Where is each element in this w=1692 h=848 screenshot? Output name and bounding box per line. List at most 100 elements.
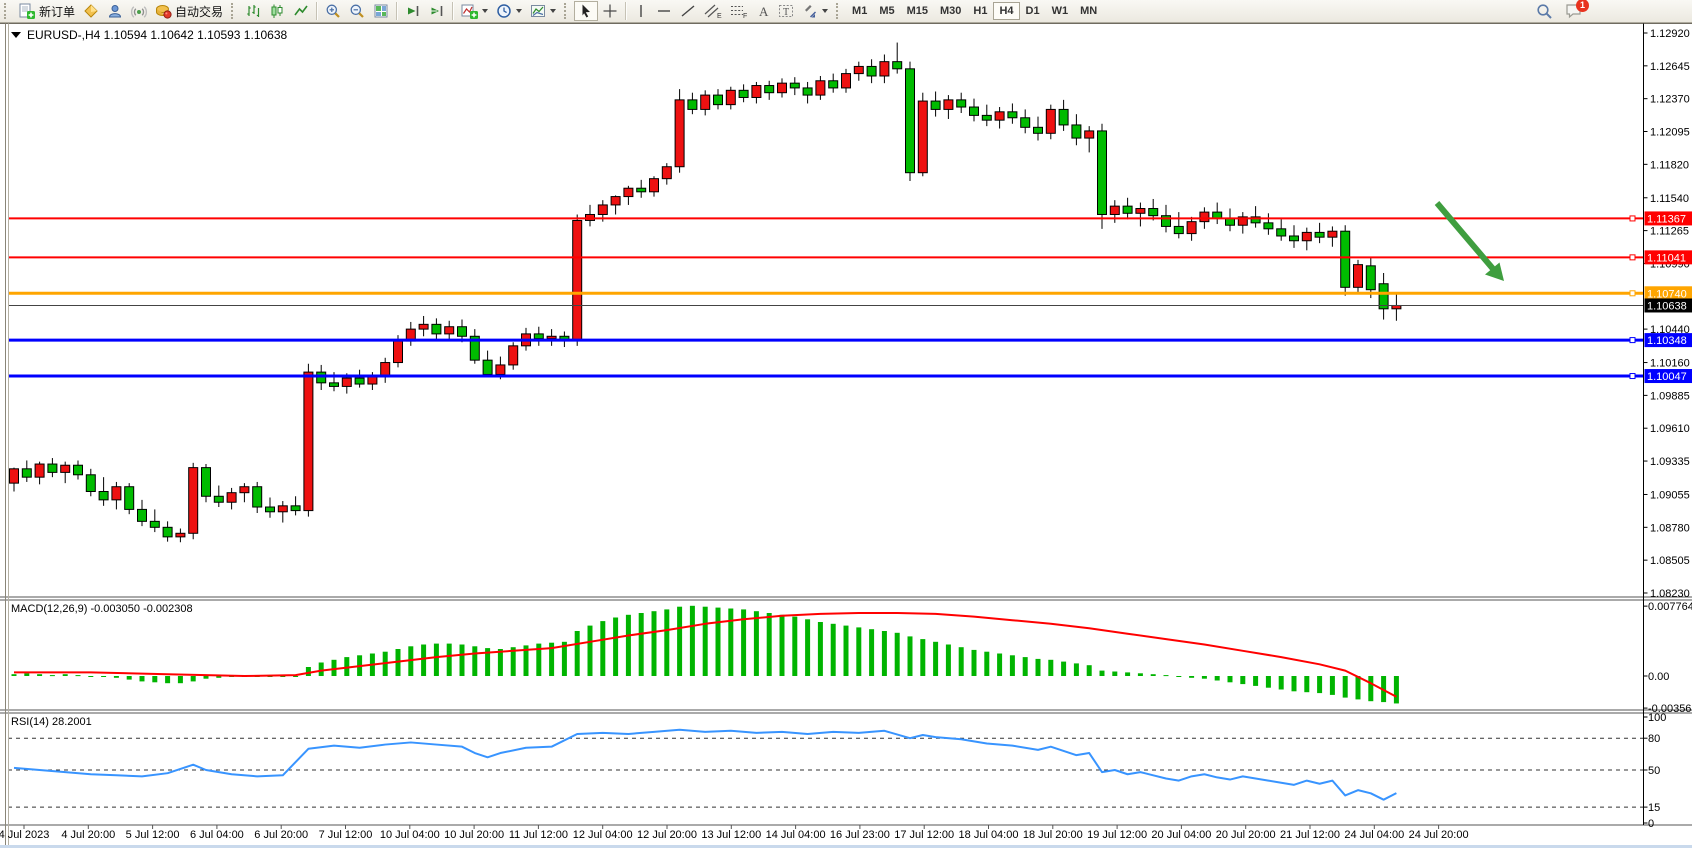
tab-timeframe-m15[interactable]: M15 [906, 5, 928, 17]
cursor-button[interactable] [574, 1, 599, 21]
line-handle[interactable] [1629, 215, 1636, 222]
macd-histogram-bar [907, 636, 913, 676]
macd-histogram-bar [805, 619, 811, 676]
macd-histogram-bar [779, 614, 785, 676]
bar-chart-button[interactable] [241, 1, 265, 21]
chart-shift-button[interactable] [425, 1, 449, 21]
label-icon: T [779, 5, 794, 18]
macd-histogram-bar [1150, 674, 1156, 676]
candle-up [1109, 205, 1120, 215]
macd-histogram-bar [472, 646, 478, 676]
time-axis[interactable]: 4 Jul 2023 4 Jul 20:00 5 Jul 12:00 6 Jul 04… [0, 825, 1469, 841]
macd-histogram-bar [11, 674, 17, 676]
annotation-arrow[interactable] [1434, 201, 1504, 281]
candle-down [469, 335, 480, 361]
macd-histogram-bar [1265, 676, 1271, 688]
macd-histogram-bar [651, 611, 657, 676]
zoom-in-button[interactable] [321, 1, 345, 21]
auto-scroll-button[interactable] [401, 1, 425, 21]
chat-button[interactable]: 1 [1565, 0, 1589, 21]
time-tick-label: 18 Jul 04:00 [959, 829, 1019, 841]
toolbar-grip[interactable] [564, 3, 571, 19]
rsi-pane[interactable] [8, 728, 1644, 808]
horizontal-line-icon [658, 10, 671, 12]
time-tick-label: 13 Jul 12:00 [701, 829, 761, 841]
macd-histogram-bar [1368, 676, 1374, 702]
label-button[interactable]: T [774, 1, 798, 21]
macd-histogram-bar [638, 613, 644, 676]
price-tick-label: 1.08505 [1650, 555, 1690, 567]
svg-text:1.10047: 1.10047 [1647, 371, 1687, 383]
rsi-axis-label: 0 [1648, 818, 1654, 830]
candlestick-chart-icon [271, 4, 283, 18]
candlestick-chart-button[interactable] [265, 1, 289, 21]
pane-labels: EURUSD-,H4 1.10594 1.10642 1.10593 1.106… [11, 28, 288, 728]
time-tick-label: 10 Jul 04:00 [380, 829, 440, 841]
macd-histogram-bar [1022, 657, 1028, 676]
price-tick-label: 1.09885 [1650, 390, 1690, 402]
line-handle[interactable] [1629, 337, 1636, 344]
templates-button[interactable] [526, 1, 560, 21]
line-chart-button[interactable] [289, 1, 313, 21]
macd-pane[interactable] [11, 605, 1399, 704]
text-button[interactable]: A [752, 1, 774, 21]
rsi-axis-label: 50 [1648, 765, 1660, 777]
community-button[interactable] [103, 1, 127, 21]
macd-histogram-bar [190, 676, 196, 682]
line-handle[interactable] [1629, 290, 1636, 297]
tab-timeframe-d1[interactable]: D1 [1025, 5, 1040, 17]
macd-histogram-bar [741, 609, 747, 676]
svg-text:E: E [717, 13, 722, 19]
candle-down [930, 100, 941, 110]
crosshair-button[interactable] [598, 1, 622, 21]
price-axis[interactable]: 1.12920 1.12645 1.12370 1.12095 1.11820 1.115… [1643, 28, 1692, 830]
price-levels-layer[interactable] [8, 215, 1644, 380]
toolbar-grip[interactable] [231, 3, 238, 19]
indicators-button[interactable] [457, 1, 492, 21]
line-handle[interactable] [1629, 254, 1636, 261]
tab-timeframe-mn[interactable]: MN [1080, 5, 1098, 17]
periods-button[interactable] [492, 1, 526, 21]
svg-text:1.10638: 1.10638 [1647, 300, 1687, 312]
macd-histogram-bar [536, 643, 542, 676]
tile-windows-button[interactable] [369, 1, 393, 21]
auto-trading-button[interactable]: 自动交易 [151, 1, 227, 21]
arrows-button[interactable] [798, 1, 832, 21]
line-handle[interactable] [1629, 373, 1636, 380]
toolbar-separator [396, 2, 399, 20]
candle-up [1391, 304, 1402, 310]
macd-histogram-bar [1086, 665, 1092, 676]
horizontal-line-button[interactable] [652, 1, 676, 21]
toolbar-grip[interactable] [836, 3, 843, 19]
macd-histogram-bar [433, 643, 439, 676]
channel-button[interactable]: E [700, 1, 726, 21]
signal-button[interactable] [127, 1, 151, 21]
macd-axis-label: 0.00 [1648, 671, 1669, 683]
tab-timeframe-m1[interactable]: M1 [852, 5, 868, 17]
new-order-label: 新订单 [39, 4, 76, 19]
macd-axis-label: 0.007764 [1648, 601, 1692, 613]
toolbar-grip[interactable] [4, 3, 11, 19]
bar-chart-icon [247, 5, 260, 17]
macd-histogram-bar [139, 676, 145, 682]
macd-histogram-bar [600, 621, 606, 676]
candle-down [713, 94, 723, 106]
tab-timeframe-h4[interactable]: H4 [993, 2, 1020, 20]
new-order-button[interactable]: 新订单 [14, 1, 79, 21]
tab-timeframe-m30[interactable]: M30 [940, 5, 962, 17]
search-button[interactable] [1532, 1, 1557, 21]
trendline-button[interactable] [676, 1, 700, 21]
macd-signal-line [14, 612, 1397, 698]
price-tick-label: 1.12095 [1650, 127, 1690, 139]
quotes-button[interactable] [79, 1, 103, 21]
tab-timeframe-w1[interactable]: W1 [1051, 5, 1069, 17]
svg-text:A: A [759, 4, 769, 19]
fibonacci-button[interactable]: F [726, 1, 752, 21]
vertical-line-button[interactable] [630, 1, 652, 21]
candle-up [1135, 208, 1146, 214]
tab-timeframe-m5[interactable]: M5 [879, 5, 895, 17]
zoom-out-button[interactable] [345, 1, 369, 21]
chart-collapse-icon[interactable] [11, 32, 21, 38]
tab-timeframe-h1[interactable]: H1 [973, 5, 988, 17]
